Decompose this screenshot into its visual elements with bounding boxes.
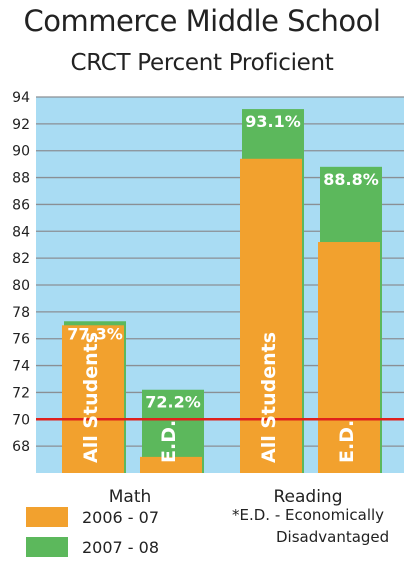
bar-label: All Students bbox=[258, 332, 280, 463]
legend-item-2006-07: 2006 - 07 bbox=[26, 502, 159, 532]
legend-label: 2007 - 08 bbox=[82, 537, 160, 557]
bar-label: E.D. bbox=[158, 420, 180, 463]
bar-2006-07 bbox=[318, 242, 380, 473]
labels: 77.3%All Students 72.2%E.D.93.1%All Stude… bbox=[67, 112, 379, 463]
legend: 2006 - 07 2007 - 08 bbox=[26, 502, 159, 562]
y-tick-label: 76 bbox=[12, 332, 30, 348]
y-tick-label: 92 bbox=[12, 117, 30, 133]
bar-label: E.D. bbox=[336, 420, 358, 463]
footnote: *E.D. - Economically Disadvantaged bbox=[232, 504, 400, 548]
x-category-label: Reading bbox=[273, 487, 342, 507]
y-tick-label: 74 bbox=[12, 359, 30, 375]
y-tick-label: 90 bbox=[12, 144, 30, 160]
y-tick-label: 72 bbox=[12, 385, 30, 401]
data-label: 77.3% bbox=[67, 324, 123, 343]
y-tick-label: 84 bbox=[12, 224, 30, 240]
bar-label: All Students bbox=[80, 332, 102, 463]
y-tick-label: 78 bbox=[12, 305, 30, 321]
data-label: 88.8% bbox=[323, 170, 379, 189]
chart-subtitle: CRCT Percent Proficient bbox=[70, 50, 334, 76]
bar-2006-07 bbox=[62, 325, 124, 473]
legend-swatch-2007-08 bbox=[26, 537, 68, 557]
y-axis-ticks: 68 70 72 74 76 78 80 82 84 86 88 90 92 94 bbox=[12, 90, 30, 455]
y-tick-label: 70 bbox=[12, 412, 30, 428]
legend-label: 2006 - 07 bbox=[82, 507, 160, 527]
bars bbox=[62, 109, 382, 474]
y-tick-label: 82 bbox=[12, 251, 30, 267]
chart-title: Commerce Middle School bbox=[23, 4, 381, 38]
y-tick-label: 68 bbox=[12, 439, 30, 455]
footnote-line-2: Disadvantaged bbox=[276, 528, 390, 546]
data-label: 93.1% bbox=[245, 112, 301, 131]
y-tick-label: 94 bbox=[12, 90, 30, 106]
bar-2006-07 bbox=[240, 158, 302, 473]
x-category-label: Math bbox=[109, 487, 152, 507]
y-tick-label: 80 bbox=[12, 278, 30, 294]
x-axis-categories: Math Reading bbox=[109, 487, 343, 507]
y-tick-label: 88 bbox=[12, 171, 30, 187]
bar-2006-07 bbox=[140, 456, 202, 473]
y-tick-label: 86 bbox=[12, 197, 30, 213]
legend-swatch-2006-07 bbox=[26, 507, 68, 527]
legend-item-2007-08: 2007 - 08 bbox=[26, 532, 159, 562]
data-label: 72.2% bbox=[145, 393, 201, 412]
footnote-line-1: *E.D. - Economically bbox=[232, 506, 385, 524]
